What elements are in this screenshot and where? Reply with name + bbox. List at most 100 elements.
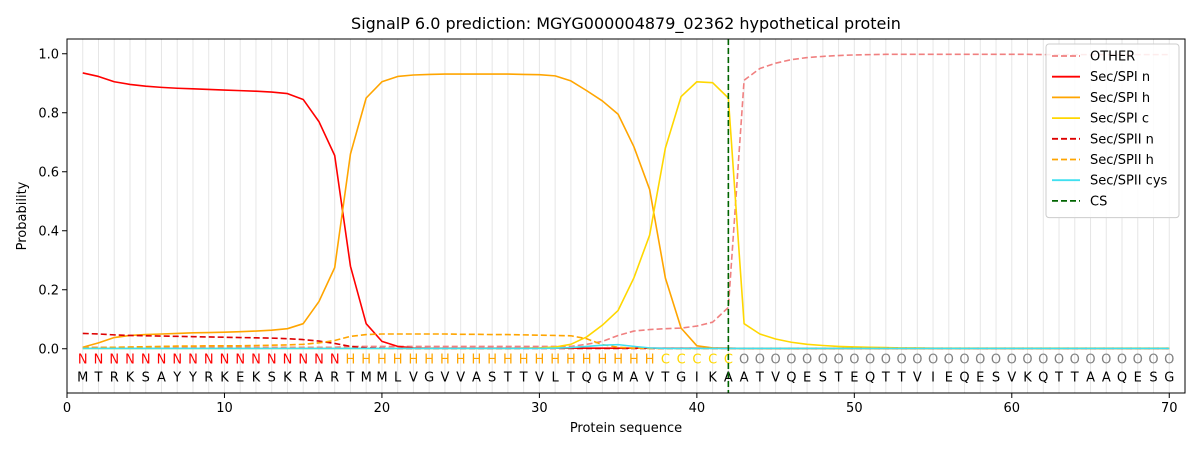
region-letter: H <box>409 353 419 368</box>
y-axis-label: Probability <box>15 181 30 250</box>
y-tick-label: 0.2 <box>38 283 59 298</box>
series-line-sec-spi-c <box>82 80 1170 350</box>
region-letter: N <box>157 353 167 368</box>
region-letter: O <box>770 353 780 368</box>
y-tick-label: 0.6 <box>38 165 59 180</box>
sequence-letter: T <box>94 370 103 385</box>
region-letter: O <box>1164 353 1174 368</box>
sequence-letter: T <box>503 370 512 385</box>
sequence-letter: E <box>803 370 811 385</box>
region-letter: O <box>881 353 891 368</box>
sequence-letter: E <box>976 370 984 385</box>
y-tick-label: 0.4 <box>38 224 59 239</box>
sequence-letter: T <box>1054 370 1063 385</box>
region-letter: H <box>377 353 387 368</box>
region-letter: O <box>928 353 938 368</box>
y-tick-label: 1.0 <box>38 47 59 62</box>
sequence-letter: S <box>819 370 827 385</box>
region-letter: O <box>1133 353 1143 368</box>
region-letter: O <box>1022 353 1032 368</box>
sequence-letter: T <box>566 370 575 385</box>
legend-label: Sec/SPI h <box>1090 91 1150 106</box>
sequence-letter: V <box>456 370 465 385</box>
sequence-letter: M <box>376 370 387 385</box>
sequence-letter: Q <box>865 370 875 385</box>
region-letter: O <box>833 353 843 368</box>
sequence-letter: K <box>252 370 261 385</box>
region-letter: O <box>912 353 922 368</box>
sequence-letter: T <box>755 370 764 385</box>
y-tick-label: 0.0 <box>38 342 59 357</box>
region-letter: O <box>755 353 765 368</box>
region-letter: O <box>991 353 1001 368</box>
x-tick-label: 50 <box>846 401 863 416</box>
region-letter: H <box>361 353 371 368</box>
region-letter: H <box>519 353 529 368</box>
legend-label: CS <box>1090 194 1107 209</box>
sequence-letter: K <box>220 370 229 385</box>
x-axis-label: Protein sequence <box>570 421 682 436</box>
sequence-letter: A <box>1086 370 1095 385</box>
region-letter: N <box>283 353 293 368</box>
region-letter: C <box>677 353 686 368</box>
sequence-letter: K <box>283 370 292 385</box>
sequence-letter: A <box>157 370 166 385</box>
region-letter: H <box>393 353 403 368</box>
sequence-letter: G <box>676 370 686 385</box>
region-letter: N <box>109 353 119 368</box>
sequence-letter: Q <box>1038 370 1048 385</box>
region-letter: N <box>204 353 214 368</box>
sequence-letter: R <box>204 370 213 385</box>
region-letter: O <box>818 353 828 368</box>
region-letter: H <box>566 353 576 368</box>
legend-label: Sec/SPII h <box>1090 153 1154 168</box>
region-letter: N <box>314 353 324 368</box>
legend: OTHER Sec/SPI n Sec/SPI h Sec/SPI c Sec/SPII… <box>1045 43 1180 219</box>
sequence-letter: V <box>913 370 922 385</box>
region-letter: O <box>1117 353 1127 368</box>
series-layer <box>82 53 1170 350</box>
region-letter: N <box>78 353 88 368</box>
sequence-letter: S <box>268 370 276 385</box>
sequence-letter: Q <box>786 370 796 385</box>
sequence-letter: S <box>488 370 496 385</box>
region-letter: O <box>1070 353 1080 368</box>
region-letter: H <box>472 353 482 368</box>
sequence-letter: M <box>361 370 372 385</box>
region-letter: O <box>849 353 859 368</box>
sequence-letter: A <box>629 370 638 385</box>
series-line-sec-spii-cys <box>82 343 1170 350</box>
series-line-other <box>82 53 1170 349</box>
sequence-letter: I <box>695 370 699 385</box>
x-tick-label: 20 <box>374 401 391 416</box>
sequence-letter: Y <box>188 370 197 385</box>
region-letter: H <box>629 353 639 368</box>
region-letter: O <box>1085 353 1095 368</box>
sequence-letter: A <box>1102 370 1111 385</box>
sequence-letter: K <box>126 370 135 385</box>
region-letter: O <box>1148 353 1158 368</box>
sequence-letter: T <box>345 370 354 385</box>
region-letter: H <box>613 353 623 368</box>
region-letter: N <box>188 353 198 368</box>
sequence-letter: T <box>1070 370 1079 385</box>
sequence-letter: M <box>613 370 624 385</box>
sequence-letter: G <box>1164 370 1174 385</box>
chart-title: SignalP 6.0 prediction: MGYG000004879_02… <box>351 14 901 34</box>
region-letter: C <box>661 353 670 368</box>
plot-frame <box>66 38 1186 394</box>
sequence-letter: K <box>1023 370 1032 385</box>
x-tick-label: 30 <box>531 401 548 416</box>
region-letter: O <box>786 353 796 368</box>
region-letter: O <box>1038 353 1048 368</box>
region-letter: H <box>456 353 466 368</box>
region-letter: O <box>865 353 875 368</box>
legend-label: OTHER <box>1090 50 1135 65</box>
region-letter: N <box>330 353 340 368</box>
region-letter: N <box>235 353 245 368</box>
region-letter: H <box>597 353 607 368</box>
series-line-sec-spi-n <box>82 72 1170 350</box>
sequence-letter: S <box>142 370 150 385</box>
region-letter: C <box>708 353 717 368</box>
